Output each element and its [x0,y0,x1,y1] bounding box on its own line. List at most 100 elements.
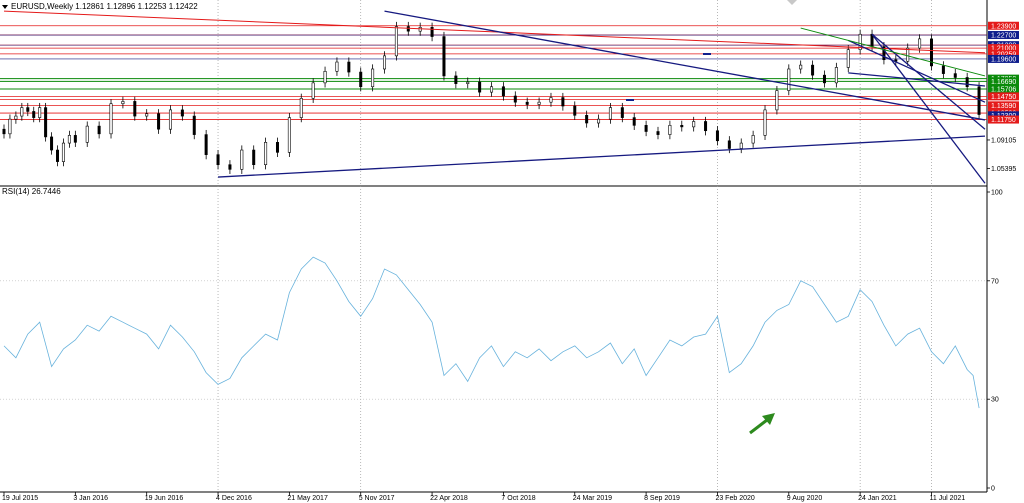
time-axis-ticks: 19 Jul 2015 3 Jan 2016 19 Jun 2016 4 Dec 20… [2,492,965,502]
candle-body [834,67,838,84]
candle-body [585,114,589,124]
blue-trendline [848,72,986,87]
candle-body [347,61,351,73]
price-tag-box [988,44,1019,53]
candle-body [109,103,113,135]
price-tag-box [988,49,1019,58]
candle-body [882,46,886,61]
candle-body [704,121,708,132]
candle-body [501,86,505,97]
candle-body [26,107,30,112]
candle-body [50,136,54,151]
candle-body [85,125,89,143]
time-tick-label: 4 Dec 2016 [216,495,252,502]
price-tag: 1.23900 [988,21,1019,30]
price-tag-box [988,111,1019,120]
candle-body [371,68,375,88]
time-tick-label: 24 Jan 2021 [858,495,897,502]
candle-body [252,149,256,166]
collapse-triangle-icon[interactable] [2,5,8,9]
rsi-grid [0,280,987,400]
rsi-tick-label: 0 [991,486,995,493]
time-tick-label: 19 Jun 2016 [145,495,184,502]
price-tag-box [988,77,1019,86]
price-grid [217,0,932,492]
candle-body [97,125,101,135]
rsi-tick-label: 30 [991,397,999,404]
price-tag: 1.11750 [988,115,1019,124]
candle-body [906,47,910,62]
candle-body [822,74,826,84]
candle-body [20,107,24,117]
candle-body [513,95,517,103]
candle-body [680,125,684,128]
price-tag-label: 1.20259 [991,51,1016,58]
candle-body [121,101,125,105]
candle-body [715,130,719,142]
candle-body [787,68,791,91]
price-tag-label: 1.16690 [991,79,1016,86]
time-tick-label: 7 Oct 2018 [501,495,535,502]
price-tag-box [988,54,1019,63]
candle-body [727,140,731,149]
symbol-header: EURUSD,Weekly 1.12861 1.12896 1.12253 1.… [11,2,198,11]
time-tick-label: 21 May 2017 [287,495,328,502]
candle-body [406,26,410,32]
price-tag-label: 1.21000 [991,46,1016,53]
candle-body [858,33,862,50]
price-tag-label: 1.19600 [991,56,1016,63]
blue-trendline [384,10,986,121]
candle-body [573,105,577,116]
price-tick-label: 1.09105 [991,137,1016,144]
candle-body [668,125,672,135]
candle-body [751,135,755,144]
candles [2,21,981,174]
candle-body [394,26,398,57]
price-tag-box [988,92,1019,101]
price-tag-box [988,21,1019,30]
candle-body [918,38,922,49]
candle-body [56,149,60,162]
price-tag-label: 1.14750 [991,94,1016,101]
candle-body [240,149,244,170]
candle-body [204,134,208,155]
candle-body [549,97,553,103]
price-tags: 1.239001.227001.213901.210001.202591.196… [988,21,1019,124]
candle-body [192,115,196,135]
candle-body [287,117,291,153]
price-tag-label: 1.13590 [991,103,1016,110]
time-tick-label: 11 Jul 2021 [929,495,965,502]
blue-trendline [871,33,986,184]
green-trendline [800,27,986,77]
candle-body [608,107,612,120]
rsi-line [3,256,980,409]
price-axis-ticks: 1.09105 1.05395 [987,137,1016,173]
candle-body [632,117,636,126]
candle-body [73,135,77,143]
candle-body [941,65,945,74]
price-tag-label: 1.22700 [991,33,1016,40]
time-tick-label: 23 Feb 2020 [715,495,754,502]
candle-body [335,61,339,72]
trendlines [3,10,986,184]
candle-body [145,113,149,117]
candle-body [929,38,933,67]
candle-body [953,73,957,78]
price-tag-box [988,31,1019,40]
price-tag: 1.14750 [988,92,1019,101]
price-tag-box [988,115,1019,124]
candle-body [478,81,482,93]
candle-body [739,142,743,149]
candle-body [61,142,65,162]
blue-trendline [218,135,986,178]
candle-body [454,75,458,84]
candle-body [442,36,446,77]
candle-body [490,86,494,93]
candle-body [299,98,303,118]
time-tick-label: 5 Nov 2017 [359,495,395,502]
price-tag-label: 1.15706 [991,87,1016,94]
candle-body [180,109,184,117]
candle-body [228,164,232,170]
scroll-marker-icon[interactable] [787,0,797,5]
